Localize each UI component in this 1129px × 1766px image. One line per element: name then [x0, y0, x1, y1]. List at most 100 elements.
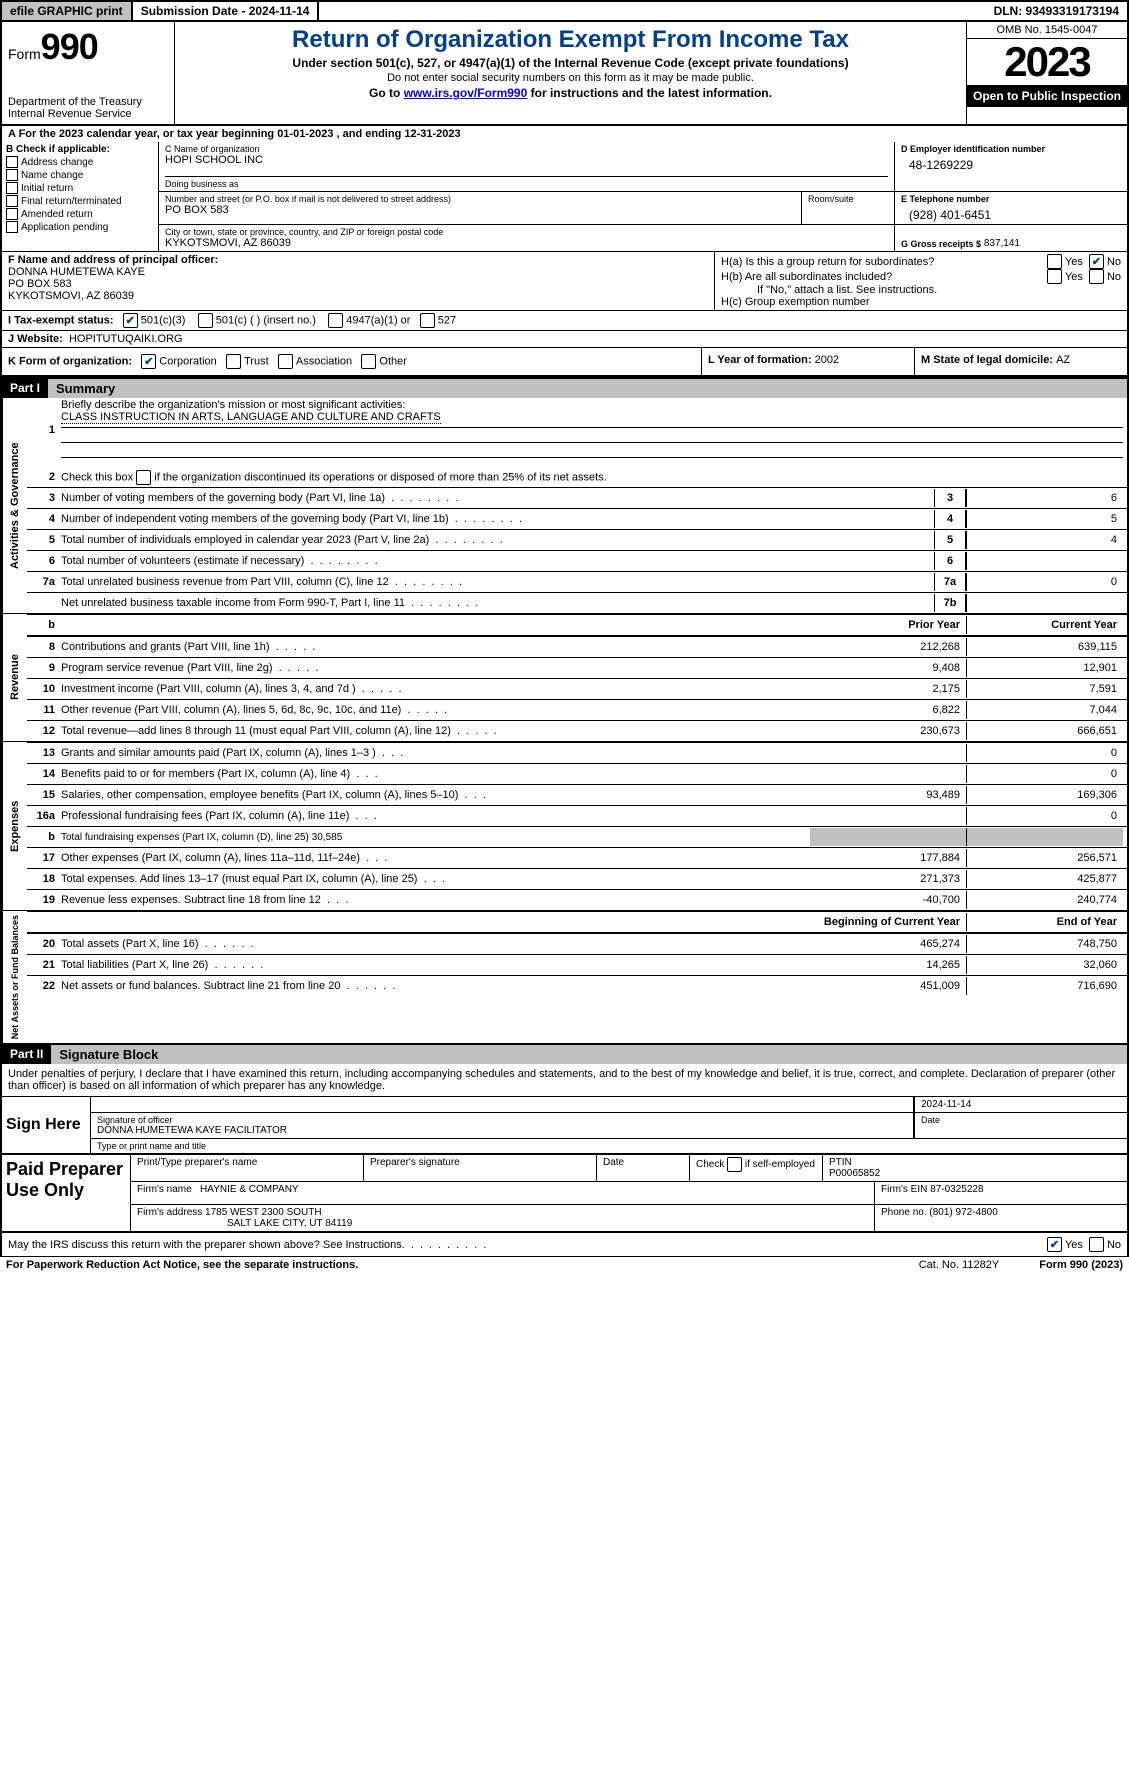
form-number: 990 — [41, 26, 98, 67]
ptin-value: P00065852 — [829, 1168, 1121, 1179]
rev-line-9: 9Program service revenue (Part VIII, lin… — [27, 657, 1127, 678]
hdr-begin-year: Beginning of Current Year — [810, 913, 967, 931]
irs-link[interactable]: www.irs.gov/Form990 — [404, 86, 528, 100]
dept-label: Department of the Treasury Internal Reve… — [8, 96, 168, 120]
ha-label: H(a) Is this a group return for subordin… — [721, 256, 1041, 268]
cb-other[interactable] — [361, 354, 376, 369]
discuss-no[interactable]: No — [1089, 1237, 1121, 1252]
discuss-yes[interactable]: Yes — [1047, 1237, 1083, 1252]
cb-501c[interactable] — [198, 313, 213, 328]
part1-header: Part I Summary — [0, 377, 1129, 398]
officer-addr2: KYKOTSMOVI, AZ 86039 — [8, 290, 708, 302]
rev-line-10: 10Investment income (Part VIII, column (… — [27, 678, 1127, 699]
sign-here-row: Sign Here 2024-11-14 Signature of office… — [2, 1096, 1127, 1153]
preparer-name-lbl: Print/Type preparer's name — [131, 1155, 364, 1181]
cb-assoc[interactable] — [278, 354, 293, 369]
exp-line-15: 15Salaries, other compensation, employee… — [27, 784, 1127, 805]
preparer-sig-lbl: Preparer's signature — [364, 1155, 597, 1181]
form-label: Form — [8, 46, 41, 62]
firm-addr1: 1785 WEST 2300 SOUTH — [205, 1207, 322, 1218]
gov-line-5: 5Total number of individuals employed in… — [27, 529, 1127, 550]
phone-cell: E Telephone number (928) 401-6451 — [895, 192, 1127, 224]
goto-suffix: for instructions and the latest informat… — [527, 86, 772, 100]
cb-name-change[interactable]: Name change — [6, 169, 154, 181]
exp-line-16a: 16aProfessional fundraising fees (Part I… — [27, 805, 1127, 826]
omb-number: OMB No. 1545-0047 — [967, 22, 1127, 39]
hdr-prior-year: Prior Year — [810, 616, 967, 634]
cb-discontinued[interactable] — [136, 470, 151, 485]
signature-block: Under penalties of perjury, I declare th… — [0, 1064, 1129, 1155]
cb-501c3[interactable] — [123, 313, 138, 328]
hb-no[interactable]: No — [1089, 269, 1121, 284]
gov-line-7b: Net unrelated business taxable income fr… — [27, 592, 1127, 613]
part1-num: Part I — [2, 379, 48, 398]
box-i: I Tax-exempt status: 501(c)(3) 501(c) ( … — [2, 311, 1127, 330]
cb-address-change[interactable]: Address change — [6, 156, 154, 168]
mission-text: CLASS INSTRUCTION IN ARTS, LANGUAGE AND … — [61, 411, 441, 424]
exp-line-14: 14Benefits paid to or for members (Part … — [27, 763, 1127, 784]
header-center: Return of Organization Exempt From Incom… — [175, 22, 966, 124]
footer-row: For Paperwork Reduction Act Notice, see … — [0, 1257, 1129, 1273]
summary-governance: Activities & Governance 1 Briefly descri… — [0, 398, 1129, 614]
box-b: B Check if applicable: Address change Na… — [2, 142, 159, 251]
cb-amended[interactable]: Amended return — [6, 208, 154, 220]
part2-header: Part II Signature Block — [0, 1045, 1129, 1064]
ptin-label: PTIN — [829, 1157, 1121, 1168]
net-header-row: Beginning of Current Year End of Year — [27, 911, 1127, 933]
tax-year: 2023 — [967, 39, 1127, 85]
exp-line-19: 19Revenue less expenses. Subtract line 1… — [27, 889, 1127, 910]
hb-label: H(b) Are all subordinates included? — [721, 271, 1041, 283]
street-address: PO BOX 583 — [165, 204, 795, 216]
cb-4947[interactable] — [328, 313, 343, 328]
exp-line-b: bTotal fundraising expenses (Part IX, co… — [27, 826, 1127, 847]
hb-yes[interactable]: Yes — [1047, 269, 1083, 284]
section-fh: F Name and address of principal officer:… — [0, 252, 1129, 311]
part1-title: Summary — [48, 379, 1127, 398]
footer-left: For Paperwork Reduction Act Notice, see … — [6, 1259, 879, 1271]
goto-prefix: Go to — [369, 86, 404, 100]
header-sub2: Do not enter social security numbers on … — [181, 72, 960, 84]
net-line-20: 20Total assets (Part X, line 16) . . . .… — [27, 933, 1127, 954]
footer-right: Form 990 (2023) — [1039, 1259, 1123, 1271]
cb-initial-return[interactable]: Initial return — [6, 182, 154, 194]
rev-line-12: 12Total revenue—add lines 8 through 11 (… — [27, 720, 1127, 741]
firm-addr2: SALT LAKE CITY, UT 84119 — [137, 1218, 352, 1229]
ein-cell: D Employer identification number 48-1269… — [895, 142, 1127, 191]
box-j: J Website: HOPITUTUQAIKI.ORG — [2, 331, 1127, 347]
cb-527[interactable] — [420, 313, 435, 328]
section-ij: I Tax-exempt status: 501(c)(3) 501(c) ( … — [0, 311, 1129, 331]
cb-app-pending[interactable]: Application pending — [6, 221, 154, 233]
box-k: K Form of organization: Corporation Trus… — [2, 348, 702, 375]
open-inspection: Open to Public Inspection — [967, 85, 1127, 107]
hc-label: H(c) Group exemption number — [721, 296, 1121, 308]
header-left: Form990 Department of the Treasury Inter… — [2, 22, 175, 124]
gov-line-6: 6Total number of volunteers (estimate if… — [27, 550, 1127, 571]
officer-addr1: PO BOX 583 — [8, 278, 708, 290]
officer-signature: DONNA HUMETEWA KAYE FACILITATOR — [97, 1125, 907, 1136]
summary-net-assets: Net Assets or Fund Balances Beginning of… — [0, 911, 1129, 1045]
top-bar: efile GRAPHIC print Submission Date - 20… — [0, 0, 1129, 22]
cb-final-return[interactable]: Final return/terminated — [6, 195, 154, 207]
exp-line-13: 13Grants and similar amounts paid (Part … — [27, 742, 1127, 763]
ha-no[interactable]: No — [1089, 254, 1121, 269]
self-employed-cell: Check if self-employed — [690, 1155, 823, 1181]
line2-discontinued: Check this box if the organization disco… — [61, 470, 1123, 485]
section-bcd: B Check if applicable: Address change Na… — [0, 142, 1129, 252]
gov-line-4: 4Number of independent voting members of… — [27, 508, 1127, 529]
cb-corp[interactable] — [141, 354, 156, 369]
form-title: Return of Organization Exempt From Incom… — [181, 26, 960, 54]
type-name-label: Type or print name and title — [91, 1139, 1127, 1153]
website-value: HOPITUTUQAIKI.ORG — [69, 333, 183, 345]
form-header: Form990 Department of the Treasury Inter… — [0, 22, 1129, 126]
ha-yes[interactable]: Yes — [1047, 254, 1083, 269]
efile-print-button[interactable]: efile GRAPHIC print — [2, 2, 133, 20]
city-value: KYKOTSMOVI, AZ 86039 — [165, 237, 888, 249]
cb-trust[interactable] — [226, 354, 241, 369]
header-sub1: Under section 501(c), 527, or 4947(a)(1)… — [181, 56, 960, 70]
exp-line-17: 17Other expenses (Part IX, column (A), l… — [27, 847, 1127, 868]
cb-self-employed[interactable] — [727, 1157, 742, 1172]
section-klm: K Form of organization: Corporation Trus… — [0, 348, 1129, 377]
firm-ein: 87-0325228 — [930, 1184, 983, 1195]
part2-title: Signature Block — [51, 1045, 1127, 1064]
summary-revenue: Revenue b Prior Year Current Year 8Contr… — [0, 614, 1129, 742]
